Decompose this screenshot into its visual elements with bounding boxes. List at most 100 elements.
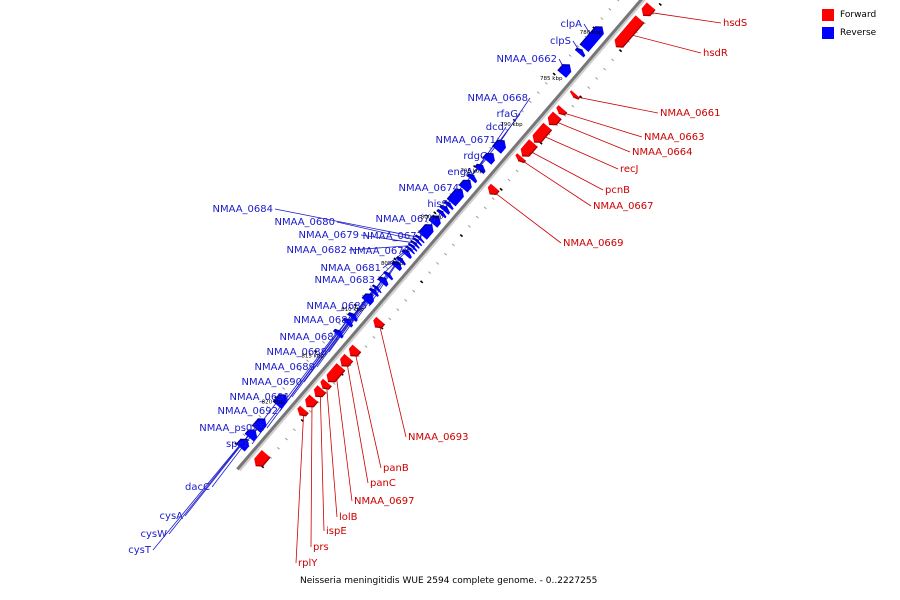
minor-tick xyxy=(436,261,440,265)
minor-tick xyxy=(322,340,325,344)
minor-tick xyxy=(515,169,519,173)
gene-arrow-nmaa-0669 xyxy=(487,183,500,195)
gene-arrow-nmaa-0662 xyxy=(557,64,572,78)
gene-edge xyxy=(350,351,362,357)
gene-arrow-unlabeled xyxy=(254,450,271,466)
gene-arrow-nmaa-0681 xyxy=(405,246,415,255)
gene-edge xyxy=(235,438,248,445)
gene-arrow-rdgc xyxy=(459,180,472,193)
minor-tick xyxy=(345,313,349,316)
minor-tick xyxy=(388,317,392,321)
leader-nmaa-0687 xyxy=(341,273,388,338)
gene-label-recj: recJ xyxy=(620,164,639,175)
gene-arrow-nmaa-0663 xyxy=(556,105,567,115)
minor-tick xyxy=(298,368,302,372)
gene-arrow-hsdr xyxy=(614,15,644,48)
gene-arrow-cysw xyxy=(245,430,258,442)
leader-rfag xyxy=(488,113,521,157)
gene-arrow-lolb xyxy=(320,378,332,390)
gene-edge xyxy=(474,163,484,168)
minor-tick xyxy=(465,174,469,178)
ruler-label: 805 kbp xyxy=(381,261,404,267)
gene-arrow-nmaa-0661 xyxy=(569,90,580,99)
major-tick xyxy=(618,49,623,53)
gene-label-nmaa-0680: NMAA_0680 xyxy=(274,217,335,228)
major-tick xyxy=(353,303,357,307)
minor-tick xyxy=(608,7,612,11)
genome-caption: Neisseria meningitidis WUE 2594 complete… xyxy=(300,576,598,586)
leader-nmaa-0690 xyxy=(303,290,374,383)
gene-edge xyxy=(244,429,256,435)
gene-edge xyxy=(522,146,538,157)
gene-arrow-clpa xyxy=(580,26,604,52)
gene-arrow-rfag xyxy=(483,153,495,165)
gene-arrow-hsds xyxy=(641,2,656,16)
leader-nmaa-0683 xyxy=(376,251,406,281)
gene-label-nmaa-0663: NMAA_0663 xyxy=(644,132,705,143)
gene-label-nmaa-0676: NMAA_0676 xyxy=(375,214,436,225)
gene-label-clps: clpS xyxy=(550,36,571,47)
gene-arrow-nmaa-0680 xyxy=(413,238,423,247)
minor-tick xyxy=(536,91,540,94)
gene-arrow-nmaa-0692 xyxy=(347,312,358,322)
minor-tick xyxy=(282,387,286,390)
gene-label-nmaa-0662: NMAA_0662 xyxy=(496,54,557,65)
gene-label-nmaa-0682: NMAA_0682 xyxy=(286,245,347,256)
major-tick xyxy=(499,187,503,191)
gene-edge xyxy=(401,249,410,253)
gene-edge xyxy=(428,215,440,221)
gene-edge xyxy=(489,190,500,196)
leader-nmaa-0684 xyxy=(274,208,419,238)
gene-arrow-nmaa-0697 xyxy=(326,363,345,382)
minor-tick xyxy=(616,0,620,2)
gene-arrow-pcnb xyxy=(520,139,538,157)
gene-edge xyxy=(383,270,391,275)
gene-label-hsds: hsdS xyxy=(723,18,747,29)
gene-arrow-nmaa-0674 xyxy=(444,201,454,211)
leader-nmaa-0669 xyxy=(493,191,562,244)
major-tick xyxy=(459,234,464,238)
minor-tick xyxy=(544,81,548,85)
gene-label-nmaa-0685: NMAA_0685 xyxy=(306,301,367,312)
gene-arrow-nmaa-0690 xyxy=(369,288,379,297)
gene-label-dcd: dcd xyxy=(486,122,504,133)
major-tick xyxy=(419,280,424,284)
leader-recj xyxy=(542,135,619,170)
major-tick xyxy=(579,95,583,99)
minor-tick xyxy=(483,206,487,210)
gene-edge xyxy=(299,412,309,417)
gene-edge xyxy=(391,260,400,265)
gene-edge xyxy=(412,237,419,242)
leader-cysa xyxy=(184,422,260,517)
minor-tick xyxy=(571,104,575,108)
gene-label-ispe: ispE xyxy=(326,526,347,537)
gene-edge xyxy=(458,179,471,186)
gene-arrow-nmaa-0671 xyxy=(467,174,478,184)
major-tick xyxy=(313,349,318,354)
minor-tick xyxy=(258,414,262,418)
leader-panb xyxy=(354,353,382,469)
gene-label-panb: panB xyxy=(383,463,409,474)
minor-tick xyxy=(372,335,376,339)
leader-nmaa-0667 xyxy=(521,159,592,207)
gene-arrow-nmaa-0683 xyxy=(401,249,412,260)
gene-edge xyxy=(347,312,356,316)
gene-arrow-nmaa-0664 xyxy=(547,111,562,125)
minor-tick xyxy=(528,100,532,104)
leader-panc xyxy=(346,363,369,484)
minor-tick xyxy=(497,137,500,141)
major-tick xyxy=(552,72,556,76)
gene-arrow-nmaa-0668 xyxy=(492,140,506,154)
gene-edge xyxy=(414,234,422,239)
leader-nmaa-0691 xyxy=(291,296,368,398)
gene-label-clpa: clpA xyxy=(561,19,583,30)
gene-label-nmaa-0671: NMAA_0671 xyxy=(435,135,496,146)
legend-label-forward: Forward xyxy=(840,10,877,20)
gene-label-nmaa-0681: NMAA_0681 xyxy=(320,263,381,274)
gene-arrow-nmaa-0689 xyxy=(372,285,382,294)
forward-swatch xyxy=(822,9,834,21)
gene-label-cyst: cysT xyxy=(128,545,152,556)
gene-label-rdgc: rdgC xyxy=(463,151,487,162)
